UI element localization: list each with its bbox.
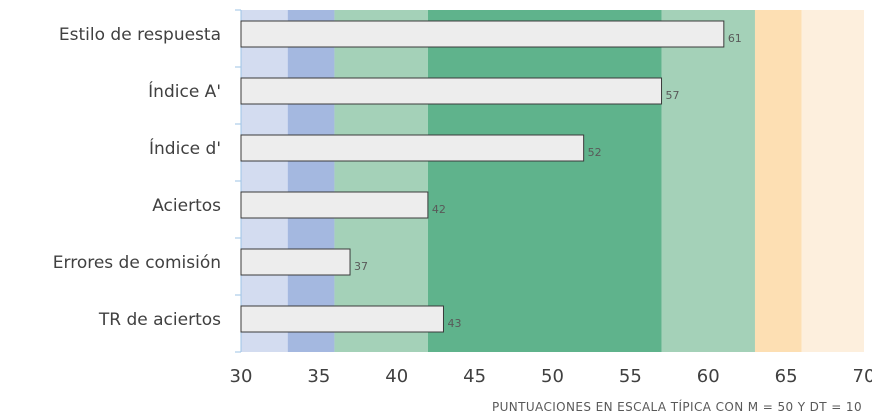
bar-5 — [240, 305, 444, 333]
x-tick-label-5: 55 — [619, 366, 642, 387]
value-label-0: 61 — [728, 32, 742, 45]
background-bands — [241, 10, 864, 352]
value-label-4: 37 — [354, 260, 368, 273]
bar-2 — [240, 134, 585, 162]
x-tick-label-0: 30 — [230, 366, 253, 387]
x-tick-label-4: 50 — [541, 366, 564, 387]
bar-1 — [240, 77, 663, 105]
x-tick-label-3: 45 — [463, 366, 486, 387]
background-band-3 — [427, 10, 662, 352]
background-band-2 — [334, 10, 428, 352]
category-label-4: Errores de comisión — [53, 253, 221, 273]
value-label-2: 52 — [588, 146, 602, 159]
background-band-0 — [241, 10, 288, 352]
background-band-4 — [661, 10, 755, 352]
x-tick-label-8: 70 — [853, 366, 872, 387]
x-tick-label-1: 35 — [307, 366, 330, 387]
bars — [240, 20, 725, 333]
x-tick-label-2: 40 — [385, 366, 408, 387]
value-label-5: 43 — [447, 317, 461, 330]
axes — [235, 9, 242, 353]
bar-0 — [240, 20, 725, 48]
bar-4 — [240, 248, 351, 276]
x-tick-labels: 30 35 40 45 50 55 60 65 70 — [230, 366, 872, 387]
category-label-2: Índice d' — [149, 137, 221, 159]
background-band-6 — [801, 10, 864, 352]
category-label-1: Índice A' — [148, 80, 221, 102]
x-axis-title: PUNTUACIONES EN ESCALA TÍPICA CON M = 50… — [492, 399, 862, 414]
category-label-0: Estilo de respuesta — [59, 25, 221, 45]
x-tick-label-7: 65 — [775, 366, 798, 387]
x-tick-label-6: 60 — [697, 366, 720, 387]
bar-3 — [240, 191, 429, 219]
category-label-3: Aciertos — [152, 196, 221, 216]
value-labels: 61 57 52 42 37 43 — [354, 32, 742, 330]
background-band-5 — [754, 10, 802, 352]
value-label-3: 42 — [432, 203, 446, 216]
value-label-1: 57 — [666, 89, 680, 102]
background-band-1 — [287, 10, 335, 352]
category-labels: Estilo de respuesta Índice A' Índice d' Aci… — [53, 25, 221, 330]
category-label-5: TR de aciertos — [98, 310, 221, 330]
